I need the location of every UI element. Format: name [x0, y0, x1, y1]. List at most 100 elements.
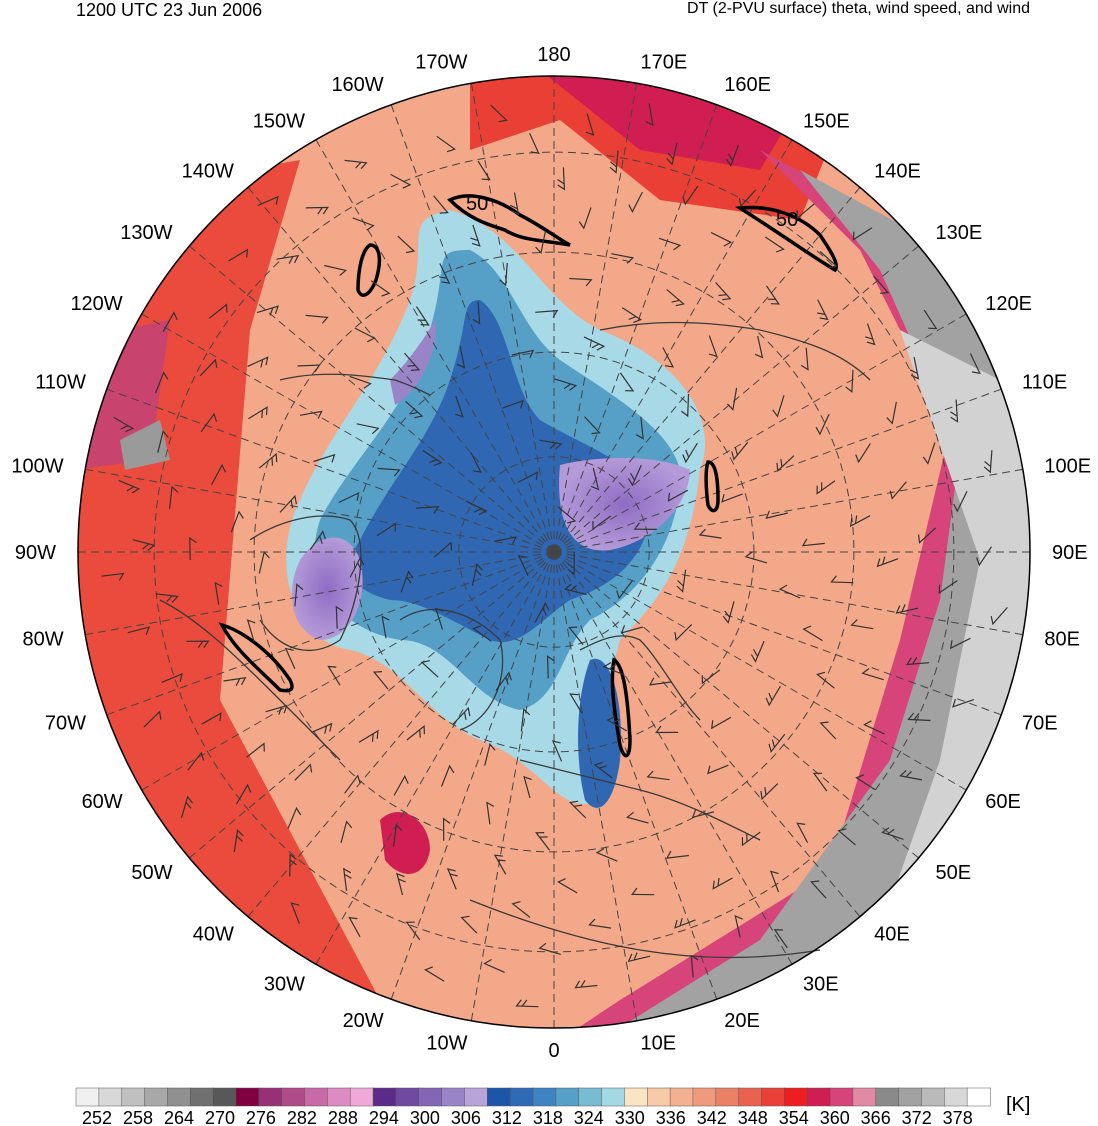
colorbar-units: [K] [1006, 1094, 1031, 1116]
wind-barb [118, 479, 141, 494]
wind-barb [620, 625, 644, 634]
wind-barb [343, 867, 352, 891]
longitude-label: 130W [120, 222, 172, 244]
meridian-line [553, 83, 638, 553]
wind-barb [309, 530, 326, 550]
latitude-circle [458, 456, 650, 648]
wind-barb [538, 942, 561, 955]
wind-barb [674, 917, 696, 929]
wind-barb [470, 452, 482, 473]
longitude-label: 140E [874, 161, 921, 183]
meridian-line [553, 551, 793, 965]
jet-contour-labrador [218, 622, 294, 693]
wind-barb [909, 356, 920, 380]
wind-barb [189, 536, 197, 561]
wind-barb [297, 364, 321, 373]
wind-barb [502, 399, 524, 409]
jet-contour-alaska [356, 243, 382, 297]
wind-barb [534, 601, 550, 623]
longitude-labels: 180 170E 160E 150E 140E 130E 120E 110E 100E 90E 80… [11, 44, 1091, 1062]
jet-contour-okhotsk [734, 205, 838, 273]
wind-barb [406, 724, 425, 741]
wind-barb [655, 725, 679, 734]
wind-barb [289, 853, 297, 877]
wind-barb [772, 395, 785, 418]
wind-barb [938, 580, 958, 595]
longitude-label: 60E [985, 791, 1021, 813]
wind-barb [258, 452, 278, 469]
wind-barb [588, 918, 612, 929]
wind-barb [294, 583, 304, 607]
map-border [77, 75, 1031, 1029]
colorbar-tick-label: 348 [738, 1108, 768, 1126]
wind-barb [246, 742, 265, 758]
longitude-label: 10E [641, 1032, 677, 1054]
colorbar-box [304, 1087, 329, 1107]
wind-barb [873, 275, 890, 294]
colorbar-tick-label: 336 [656, 1108, 686, 1126]
wind-barb [313, 453, 336, 463]
wind-barb [248, 406, 268, 420]
wind-barb [569, 693, 583, 714]
wind-barb [609, 150, 619, 174]
longitude-label: 180 [537, 44, 570, 66]
wind-barb [404, 352, 421, 371]
wind-barb [557, 167, 566, 191]
wind-barb [354, 327, 376, 343]
wind-barb [726, 387, 738, 411]
contour-label: 50 [466, 193, 488, 215]
wind-barb [645, 103, 654, 127]
wind-barb [392, 823, 403, 847]
wind-barb [691, 809, 715, 819]
wind-barb [666, 289, 685, 307]
wind-barb [535, 832, 551, 851]
wind-barb [424, 966, 445, 982]
wind-barb [557, 506, 577, 524]
colorbar-box [395, 1087, 420, 1107]
contour-label: 50 [776, 209, 798, 231]
colorbar-box [647, 1087, 671, 1107]
wind-barb [690, 954, 699, 978]
wind-barb [344, 774, 361, 794]
jet-contour-bering [447, 194, 571, 247]
wind-barb [305, 206, 329, 215]
meridian-line [247, 187, 555, 553]
wind-barb [523, 775, 532, 799]
colorbar-box [852, 1087, 877, 1107]
colorbar-box [258, 1087, 283, 1107]
wind-barb [258, 550, 270, 574]
wind-barb [863, 720, 885, 735]
wind-barb [701, 669, 721, 685]
longitude-label: 0 [548, 1040, 559, 1062]
longitude-label: 110W [35, 372, 86, 394]
wind-barb [455, 395, 464, 418]
wind-barb [358, 729, 379, 743]
wind-barb [460, 915, 478, 934]
meridian-line [315, 551, 555, 965]
longitude-label: 80W [22, 629, 63, 651]
wind-barb [113, 416, 135, 433]
colorbar-tick-label: 294 [369, 1108, 399, 1126]
meridian-line [85, 551, 555, 636]
wind-barb [490, 104, 508, 123]
wind-barb [837, 828, 856, 846]
longitude-label: 30E [803, 973, 839, 995]
colorbar-box [98, 1087, 123, 1107]
meridian-line [141, 313, 555, 553]
wind-barb [606, 716, 628, 732]
wind-barb [235, 783, 252, 805]
colorbar-boxes [75, 1087, 991, 1107]
meridian-line [553, 551, 919, 859]
wind-barb [446, 868, 458, 890]
wind-barb [855, 774, 876, 791]
colorbar-box [738, 1087, 763, 1107]
wind-barb [211, 463, 227, 485]
wind-barb [515, 999, 539, 1008]
wind-barb [511, 349, 535, 358]
wind-barb [626, 811, 649, 824]
wind-barb [494, 536, 517, 545]
colorbar-box [532, 1087, 557, 1107]
colorbar-box [372, 1087, 397, 1107]
wind-barb [574, 979, 598, 989]
longitude-label: 70E [1022, 712, 1058, 734]
